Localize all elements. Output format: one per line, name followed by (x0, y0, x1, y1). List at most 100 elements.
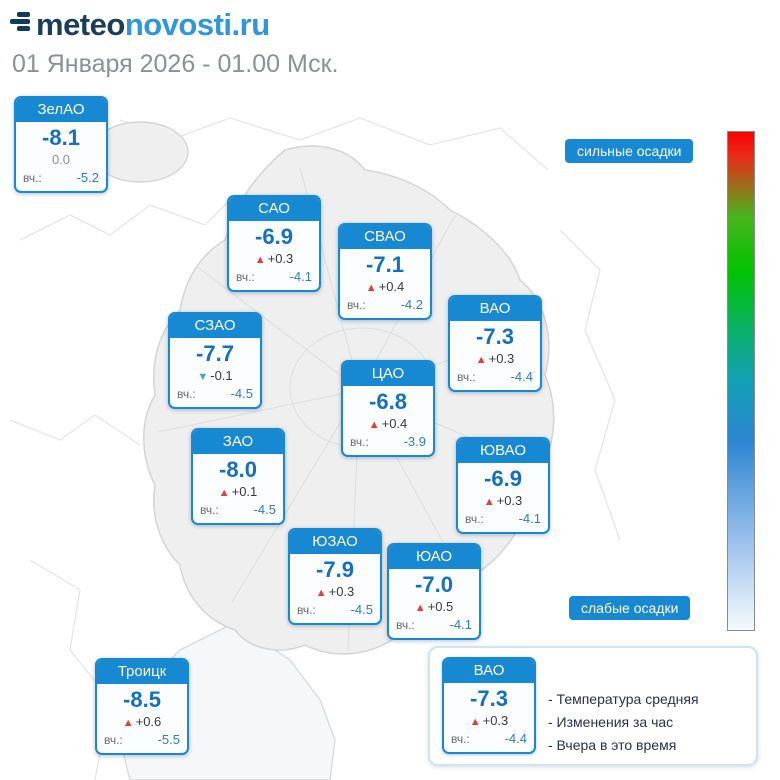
change-value: +0.3 (328, 584, 355, 599)
district-name: ВАО (450, 297, 540, 321)
change-value: 0.0 (51, 152, 71, 167)
change-row: +0.3 (444, 712, 534, 730)
yesterday-value: -4.1 (449, 617, 472, 632)
temperature-value: -7.9 (316, 557, 354, 582)
trend-up-icon (123, 717, 134, 729)
change-row: +0.3 (458, 492, 548, 510)
legend-line-change: - Изменения за час (548, 714, 674, 730)
trend-up-icon (484, 496, 495, 508)
temperature-value: -6.8 (369, 389, 407, 414)
change-value: +0.3 (267, 251, 294, 266)
change-row: 0.0 (16, 151, 106, 169)
legend-line-temperature: - Температура средняя (548, 691, 699, 707)
yesterday-label: вч.: (104, 733, 123, 747)
yesterday-label: вч.: (350, 435, 369, 449)
temperature-value: -7.0 (415, 572, 453, 597)
site-logo[interactable]: meteonovosti.ru (10, 8, 270, 42)
district-name: СВАО (340, 225, 430, 249)
temperature-value: -7.7 (196, 341, 234, 366)
yesterday-label: вч.: (457, 370, 476, 384)
change-row: +0.4 (343, 415, 433, 433)
change-value: +0.5 (427, 599, 454, 614)
yesterday-row: вч.: -4.5 (193, 501, 283, 523)
yesterday-value: -4.4 (504, 731, 527, 746)
trend-up-icon (476, 354, 487, 366)
yesterday-value: -4.2 (400, 297, 423, 312)
change-value: +0.6 (135, 714, 162, 729)
district-name: САО (229, 197, 319, 221)
change-value: -0.1 (210, 368, 233, 383)
yesterday-row: вч.: -4.1 (458, 510, 548, 532)
logo-novosti: novosti.ru (124, 7, 270, 42)
legend-descriptions: - Температура средняя - Изменения за час… (548, 688, 699, 757)
yesterday-value: -4.4 (510, 369, 533, 384)
district-name: ЮАО (389, 545, 479, 569)
yesterday-row: вч.: -4.4 (444, 730, 534, 752)
trend-up-icon (219, 487, 230, 499)
weather-card-yuzao: ЮЗАО -7.9 +0.3 вч.: -4.5 (288, 528, 382, 625)
change-value: +0.3 (482, 713, 509, 728)
legend-box: ВАО -7.3 +0.3 вч.: -4.4 - Температура сре… (428, 646, 758, 766)
yesterday-label: вч.: (236, 270, 255, 284)
change-row: +0.3 (450, 350, 540, 368)
weather-card-zao: ЗАО -8.0 +0.1 вч.: -4.5 (191, 428, 285, 525)
weather-card-svao: СВАО -7.1 +0.4 вч.: -4.2 (338, 223, 432, 320)
change-row: +0.4 (340, 278, 430, 296)
change-row: +0.1 (193, 483, 283, 501)
trend-up-icon (470, 716, 481, 728)
temperature-value: -7.3 (470, 686, 508, 711)
trend-up-icon (369, 419, 380, 431)
yesterday-row: вч.: -4.4 (450, 368, 540, 390)
yesterday-label: вч.: (347, 298, 366, 312)
change-row: +0.6 (97, 713, 187, 731)
yesterday-label: вч.: (23, 171, 42, 185)
district-name: ВАО (444, 659, 534, 683)
temperature-value: -8.0 (219, 457, 257, 482)
district-name: Троицк (97, 660, 187, 684)
district-name: СЗАО (170, 314, 260, 338)
change-row: +0.3 (290, 583, 380, 601)
logo-icon (10, 9, 32, 41)
yesterday-value: -5.5 (157, 732, 180, 747)
weather-card-zelao: ЗелАО -8.1 0.0 вч.: -5.2 (14, 96, 108, 193)
trend-up-icon (415, 602, 426, 614)
weather-card-yuvao: ЮВАО -6.9 +0.3 вч.: -4.1 (456, 437, 550, 534)
change-value: +0.1 (231, 484, 258, 499)
trend-down-icon (197, 371, 208, 383)
yesterday-value: -5.2 (76, 170, 99, 185)
district-name: ЗелАО (16, 98, 106, 122)
district-name: ЮЗАО (290, 530, 380, 554)
temperature-value: -6.9 (255, 224, 293, 249)
trend-up-icon (366, 282, 377, 294)
trend-up-icon (255, 254, 266, 266)
yesterday-value: -4.5 (350, 602, 373, 617)
yesterday-label: вч.: (297, 603, 316, 617)
legend-line-yesterday: - Вчера в это время (548, 737, 677, 753)
yesterday-label: вч.: (465, 512, 484, 526)
yesterday-value: -3.9 (403, 434, 426, 449)
yesterday-row: вч.: -4.5 (170, 385, 260, 407)
yesterday-label: вч.: (177, 387, 196, 401)
weak-precipitation-label: слабые осадки (569, 596, 691, 620)
change-value: +0.3 (488, 351, 515, 366)
yesterday-row: вч.: -5.5 (97, 731, 187, 753)
logo-meteo: meteo (36, 7, 125, 42)
weather-card-sao: САО -6.9 +0.3 вч.: -4.1 (227, 195, 321, 292)
weather-card-vao: ВАО -7.3 +0.3 вч.: -4.4 (448, 295, 542, 392)
weather-card-troitsk: Троицк -8.5 +0.6 вч.: -5.5 (95, 658, 189, 755)
trend-up-icon (316, 587, 327, 599)
change-row: +0.5 (389, 598, 479, 616)
change-value: +0.3 (496, 493, 523, 508)
temperature-value: -8.5 (123, 687, 161, 712)
precipitation-color-scale (727, 131, 755, 631)
change-value: +0.4 (378, 279, 405, 294)
change-row: -0.1 (170, 367, 260, 385)
temperature-value: -7.1 (366, 252, 404, 277)
logo-text: meteonovosti.ru (36, 8, 270, 42)
yesterday-value: -4.5 (230, 386, 253, 401)
yesterday-row: вч.: -3.9 (343, 433, 433, 455)
yesterday-label: вч.: (396, 618, 415, 632)
legend-example-card: ВАО -7.3 +0.3 вч.: -4.4 (442, 657, 536, 754)
yesterday-row: вч.: -4.5 (290, 601, 380, 623)
